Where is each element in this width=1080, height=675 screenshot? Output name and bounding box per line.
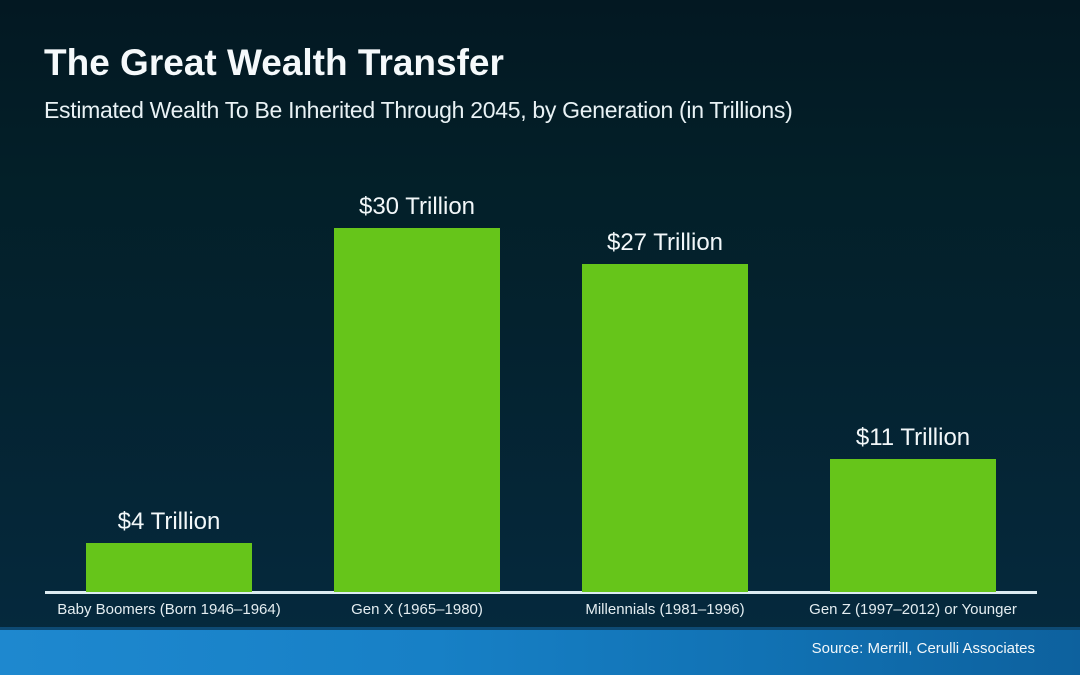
bar-category-label-2: Gen X (1965–1980) <box>351 601 483 618</box>
bar-value-label-2: $30 Trillion <box>358 193 476 220</box>
source-text: Source: Merrill, Cerulli Associates <box>811 640 1035 657</box>
bar-value-label-1: $4 Trillion <box>117 508 221 535</box>
bar-1 <box>86 543 252 592</box>
bar-4 <box>830 459 996 592</box>
bar-category-label-1: Baby Boomers (Born 1946–1964) <box>57 601 281 618</box>
chart-subtitle: Estimated Wealth To Be Inherited Through… <box>44 97 793 123</box>
bar-value-label-4: $11 Trillion <box>855 424 971 451</box>
bar-value-label-3: $27 Trillion <box>606 229 724 256</box>
footer-band: Source: Merrill, Cerulli Associates <box>0 627 1080 675</box>
bar-2 <box>334 228 500 592</box>
bar-3 <box>582 264 748 592</box>
bar-category-label-4: Gen Z (1997–2012) or Younger <box>809 601 1017 618</box>
bar-category-label-3: Millennials (1981–1996) <box>585 601 745 618</box>
x-axis-line <box>45 591 1037 594</box>
chart-title: The Great Wealth Transfer <box>44 42 504 83</box>
